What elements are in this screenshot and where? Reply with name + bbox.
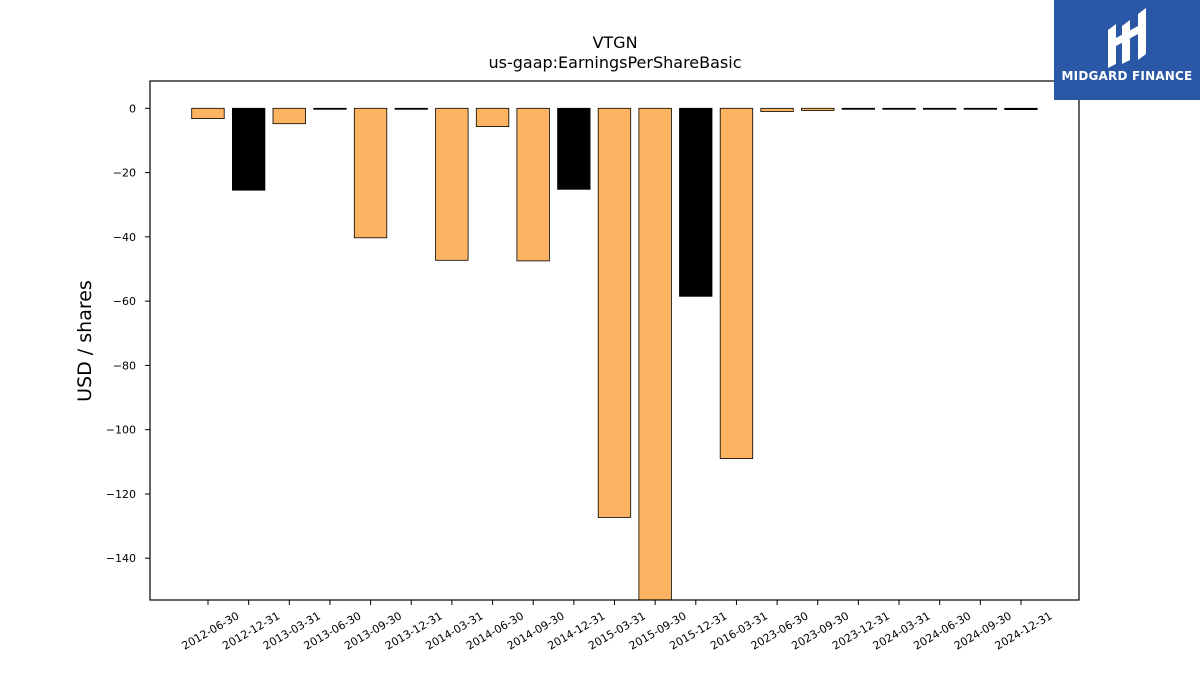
y-tick-label: −100: [106, 424, 136, 437]
x-ticks-group: 2012-06-302012-12-312013-03-312013-06-30…: [180, 600, 1055, 653]
y-tick-label: −40: [113, 231, 136, 244]
bar-2012-12-31: [231, 107, 266, 191]
bar-2013-06-30: [313, 107, 347, 110]
bar-2024-06-30: [923, 107, 957, 110]
bar-2024-09-30: [963, 107, 997, 110]
bar-2014-09-30: [516, 107, 550, 262]
plot-frame: [149, 80, 1080, 601]
bar-2012-06-30: [191, 107, 225, 120]
bar-2015-09-30: [638, 107, 672, 601]
bar-2015-12-31: [679, 107, 713, 297]
bar-2024-03-31: [882, 107, 916, 110]
y-tick-label: −60: [113, 295, 136, 308]
bar-2014-03-31: [435, 107, 469, 261]
brand-logo: MIDGARD FINANCE: [1054, 0, 1200, 100]
bar-2013-09-30: [353, 107, 388, 239]
y-ticks-group: 0 −20 −40 −60 −80 −100 −120 −140: [106, 102, 150, 565]
chart-subtitle: us-gaap:EarningsPerShareBasic: [488, 53, 741, 72]
bar-2013-03-31: [272, 107, 306, 125]
bar-2023-12-31: [841, 107, 875, 110]
bar-2014-06-30: [475, 107, 510, 128]
bars-group: [191, 107, 1038, 601]
chart-title: VTGN: [592, 33, 637, 52]
bar-2013-12-31: [394, 107, 428, 110]
bar-2016-03-31: [719, 107, 754, 459]
y-axis-label: USD / shares: [74, 280, 96, 402]
y-tick-label: −120: [106, 488, 136, 501]
midgard-logo-icon: [1108, 8, 1146, 68]
brand-name: MIDGARD FINANCE: [1061, 69, 1193, 83]
y-tick-label: −20: [113, 167, 136, 180]
bar-2015-03-31: [597, 107, 632, 518]
bar-2014-12-31: [557, 107, 591, 190]
y-tick-label: −80: [113, 359, 136, 372]
bar-2023-06-30: [760, 107, 794, 112]
y-tick-label: 0: [129, 102, 136, 115]
bar-2024-12-31: [1004, 107, 1038, 111]
bar-2023-09-30: [801, 107, 835, 111]
y-tick-label: −140: [106, 552, 136, 565]
